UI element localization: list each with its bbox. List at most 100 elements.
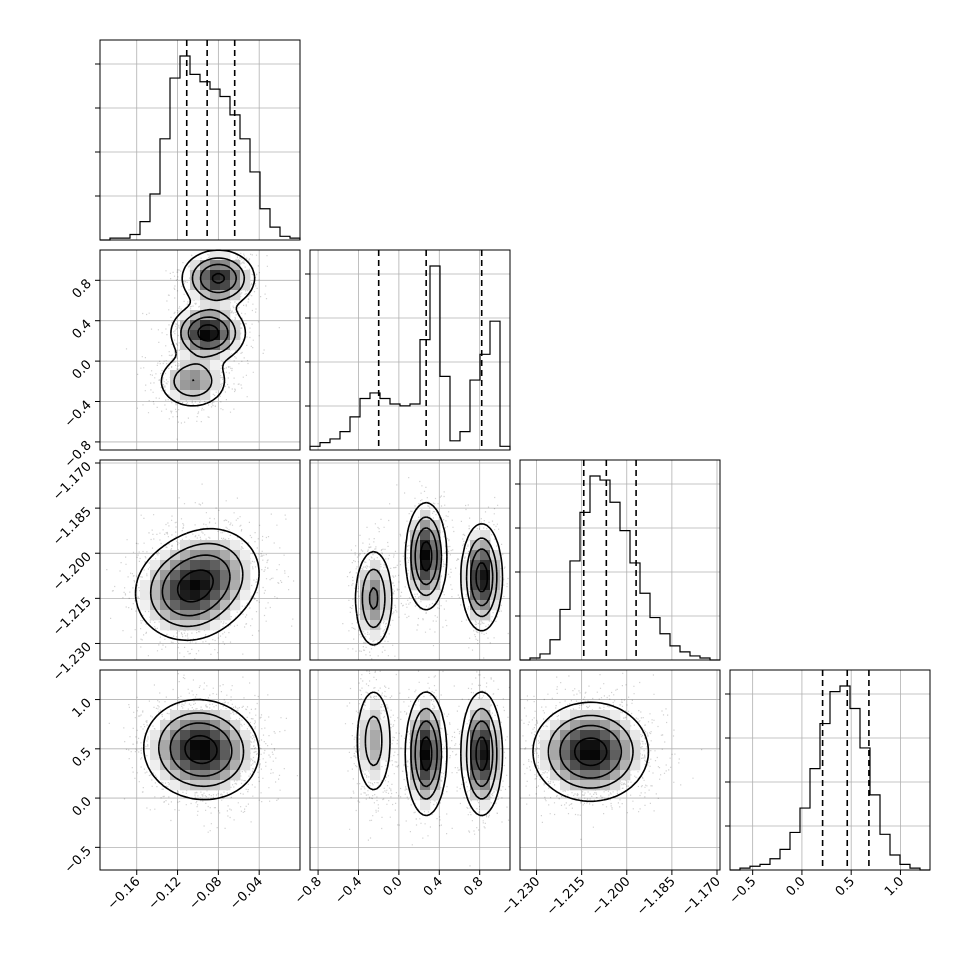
density-cell xyxy=(490,750,501,761)
density-cell xyxy=(420,580,431,591)
density-cell xyxy=(580,750,591,761)
density-panel-p2-p4 xyxy=(309,669,511,871)
density-cell xyxy=(380,570,391,581)
density-cell xyxy=(220,340,231,351)
density-cell xyxy=(480,750,491,761)
x-tick-label-p2: 0.8 xyxy=(461,874,486,899)
density-cell xyxy=(220,600,231,611)
contour-level-1 xyxy=(547,714,634,789)
density-cell xyxy=(620,720,631,731)
density-cell xyxy=(220,760,231,771)
density-cell xyxy=(550,720,561,731)
density-cell xyxy=(370,590,381,601)
density-cell xyxy=(210,620,221,631)
density-cell xyxy=(150,760,161,771)
density-cell xyxy=(600,710,611,721)
density-cell xyxy=(210,340,221,351)
density-cell xyxy=(590,770,601,781)
density-cell xyxy=(180,320,191,331)
y-tick-label-p4: 0.5 xyxy=(70,745,95,770)
density-cell xyxy=(210,250,221,261)
density-cell xyxy=(560,770,571,781)
density-cell xyxy=(430,570,441,581)
density-cell xyxy=(230,320,241,331)
x-tick-label-p4: 1.0 xyxy=(882,874,907,899)
density-cell xyxy=(190,570,201,581)
contour-level-3 xyxy=(184,734,218,765)
density-cell xyxy=(550,760,561,771)
density-cell xyxy=(210,370,221,381)
density-cell xyxy=(160,580,171,591)
density-cell xyxy=(360,750,371,761)
density-cell xyxy=(460,570,471,581)
density-cell xyxy=(560,710,571,721)
density-cell xyxy=(480,550,491,561)
density-cell xyxy=(380,730,391,741)
x-tick-label-p2: 0.0 xyxy=(380,874,405,899)
density-cell xyxy=(180,750,191,761)
density-cell xyxy=(370,610,381,621)
density-cell xyxy=(240,580,251,591)
density-cell xyxy=(220,770,231,781)
y-tick-label-p3: −1.185 xyxy=(50,504,95,549)
density-cell xyxy=(480,590,491,601)
density-cell xyxy=(240,280,251,291)
density-cell xyxy=(190,580,201,591)
density-cell xyxy=(600,730,611,741)
density-cell xyxy=(150,740,161,751)
contour-level-1 xyxy=(173,257,246,397)
density-cell xyxy=(170,710,181,721)
density-cell xyxy=(200,750,211,761)
density-cell xyxy=(200,380,211,391)
contour-level-3 xyxy=(574,737,608,767)
density-cell xyxy=(160,740,171,751)
density-cell xyxy=(560,720,571,731)
density-cell xyxy=(570,730,581,741)
density-cell xyxy=(170,750,181,761)
density-cell xyxy=(470,530,481,541)
density-cell xyxy=(200,600,211,611)
x-tick-label-p1: −0.04 xyxy=(227,874,266,913)
density-cell xyxy=(210,310,221,321)
density-cell xyxy=(560,740,571,751)
density-cell xyxy=(460,740,471,751)
density-cell xyxy=(380,610,391,621)
x-tick-label-p4: 0.5 xyxy=(833,874,858,899)
y-tick-label-p4: −0.5 xyxy=(62,844,95,877)
density-cell xyxy=(610,760,621,771)
density-cell xyxy=(480,790,491,801)
density-cell xyxy=(420,510,431,521)
density-cell xyxy=(410,530,421,541)
density-cell xyxy=(470,730,481,741)
x-tick-label-p3: −1.185 xyxy=(634,874,679,919)
density-cell xyxy=(180,730,191,741)
y-tick-label-p3: −1.215 xyxy=(50,595,95,640)
density-cell xyxy=(220,300,231,311)
density-cell xyxy=(200,560,211,571)
density-cell xyxy=(540,750,551,761)
panel-frame xyxy=(99,39,301,241)
density-cell xyxy=(420,750,431,761)
density-cell xyxy=(150,600,161,611)
density-cell xyxy=(200,260,211,271)
x-tick-label-p2: −0.8 xyxy=(292,874,325,907)
density-cell xyxy=(610,710,621,721)
density-cell xyxy=(230,770,241,781)
density-cell xyxy=(370,620,381,631)
panel-frame xyxy=(99,459,301,661)
density-panel-p1-p2 xyxy=(99,249,301,451)
density-cell xyxy=(420,520,431,531)
density-cell xyxy=(370,570,381,581)
density-cell xyxy=(190,380,201,391)
density-cell xyxy=(180,550,191,561)
density-cell xyxy=(190,260,201,271)
density-cell xyxy=(600,720,611,731)
density-cell xyxy=(480,740,491,751)
density-cell xyxy=(420,540,431,551)
density-cell xyxy=(240,560,251,571)
x-tick-label-p4: −0.5 xyxy=(727,874,760,907)
density-cell xyxy=(200,610,211,621)
density-cell xyxy=(550,770,561,781)
density-cell xyxy=(470,720,481,731)
density-cell xyxy=(430,590,441,601)
